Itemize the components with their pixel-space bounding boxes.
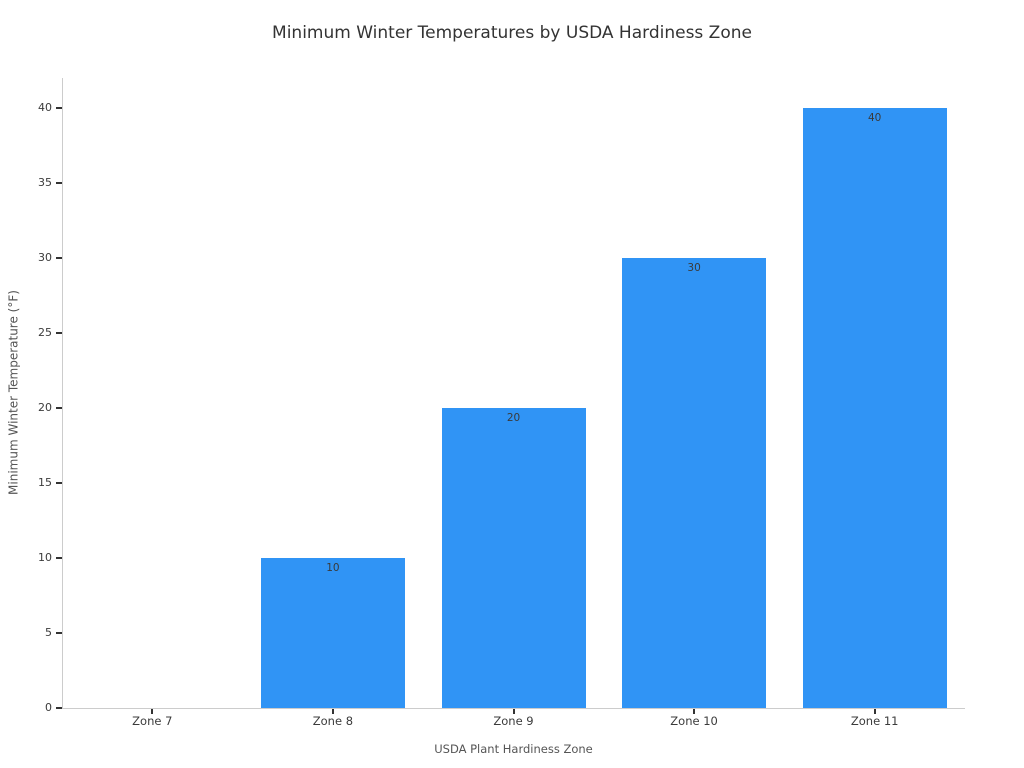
y-tick-label-5: 5 — [45, 626, 52, 639]
y-tick-mark-40 — [56, 107, 62, 109]
bar-zone-9 — [441, 408, 586, 708]
y-tick-label-20: 20 — [38, 401, 52, 414]
bar-value-label-zone-8: 10 — [326, 562, 340, 574]
y-tick-mark-20 — [56, 407, 62, 409]
bar-zone-10 — [622, 258, 767, 708]
x-tick-mark-zone-9 — [512, 709, 515, 714]
x-tick-label-zone-7: Zone 7 — [132, 714, 173, 728]
y-tick-label-10: 10 — [38, 551, 52, 564]
y-tick-label-0: 0 — [45, 701, 52, 714]
x-tick-label-zone-11: Zone 11 — [850, 714, 899, 728]
x-tick-mark-zone-10 — [693, 709, 696, 714]
y-tick-label-30: 30 — [38, 251, 52, 264]
x-tick-mark-zone-7 — [151, 709, 154, 714]
x-tick-mark-zone-8 — [331, 709, 334, 714]
y-axis-spine — [62, 78, 63, 709]
bar-zone-11 — [802, 108, 947, 708]
y-tick-mark-35 — [56, 182, 62, 184]
bar-value-label-zone-10: 30 — [687, 262, 701, 274]
chart-title: Minimum Winter Temperatures by USDA Hard… — [272, 23, 752, 43]
bar-value-label-zone-11: 40 — [868, 112, 882, 124]
y-tick-mark-30 — [56, 257, 62, 259]
x-axis-spine — [62, 708, 965, 709]
y-tick-mark-5 — [56, 632, 62, 634]
y-tick-label-40: 40 — [38, 101, 52, 114]
y-tick-mark-10 — [56, 557, 62, 559]
y-tick-label-15: 15 — [38, 476, 52, 489]
y-tick-label-25: 25 — [38, 326, 52, 339]
y-tick-mark-25 — [56, 332, 62, 334]
x-tick-label-zone-10: Zone 10 — [670, 714, 718, 728]
bar-zone-8 — [260, 558, 405, 708]
y-tick-label-35: 35 — [38, 176, 52, 189]
y-tick-mark-15 — [56, 482, 62, 484]
plot-area: 10 20 30 40 0 5 10 15 20 25 30 35 40 Zone 7 Zone 8 Zo… — [38, 78, 965, 728]
x-tick-label-zone-8: Zone 8 — [312, 714, 354, 728]
x-tick-mark-zone-11 — [873, 709, 876, 714]
y-tick-mark-0 — [56, 707, 62, 709]
x-axis-title: USDA Plant Hardiness Zone — [434, 742, 593, 756]
x-tick-label-zone-9: Zone 9 — [493, 714, 534, 728]
bar-value-label-zone-9: 20 — [506, 412, 521, 424]
